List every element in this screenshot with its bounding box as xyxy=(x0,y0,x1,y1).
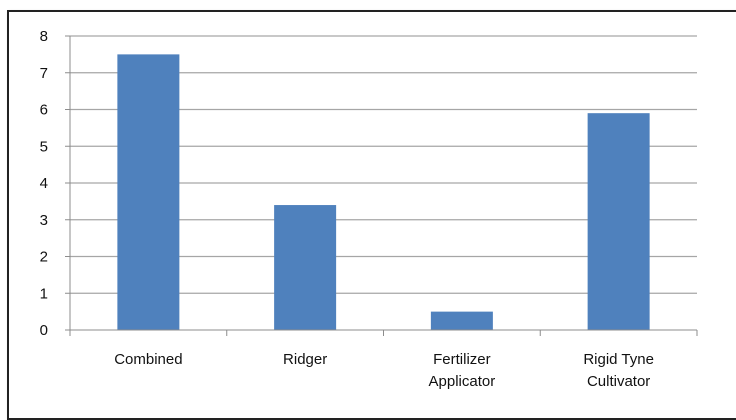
x-tick-label: Rigid Tyne Cultivator xyxy=(583,351,654,390)
y-tick-label: 2 xyxy=(40,249,48,266)
y-tick-label: 1 xyxy=(40,285,48,302)
bar xyxy=(117,54,180,330)
bar xyxy=(430,311,493,330)
y-tick-label: 7 xyxy=(40,65,48,82)
y-tick-label: 0 xyxy=(40,322,48,339)
x-tick-label: Ridger xyxy=(283,351,327,368)
x-tick-label-line: Applicator xyxy=(429,373,496,390)
x-tick-label-line: Cultivator xyxy=(587,373,650,390)
bars xyxy=(117,54,650,330)
bar-chart: 0 1 2 3 4 5 6 7 8 Combined Ridger Fertilizer Applic… xyxy=(40,28,698,390)
x-tick-label: Combined xyxy=(114,351,182,368)
bar xyxy=(274,205,337,330)
x-tick-label-line: Rigid Tyne xyxy=(583,351,654,368)
y-tick-label: 5 xyxy=(40,138,48,155)
y-axis: 0 1 2 3 4 5 6 7 8 xyxy=(40,28,71,339)
bar xyxy=(587,113,650,330)
x-tick-label-line: Combined xyxy=(114,351,182,368)
x-tick-label-line: Fertilizer xyxy=(433,351,491,368)
x-axis: Combined Ridger Fertilizer Applicator Rigid … xyxy=(69,329,698,390)
x-tick-label: Fertilizer Applicator xyxy=(429,351,496,390)
x-tick-label-line: Ridger xyxy=(283,351,327,368)
y-tick-label: 4 xyxy=(40,175,48,192)
y-tick-label: 8 xyxy=(40,28,48,45)
y-tick-label: 3 xyxy=(40,212,48,229)
y-tick-label: 6 xyxy=(40,102,48,119)
